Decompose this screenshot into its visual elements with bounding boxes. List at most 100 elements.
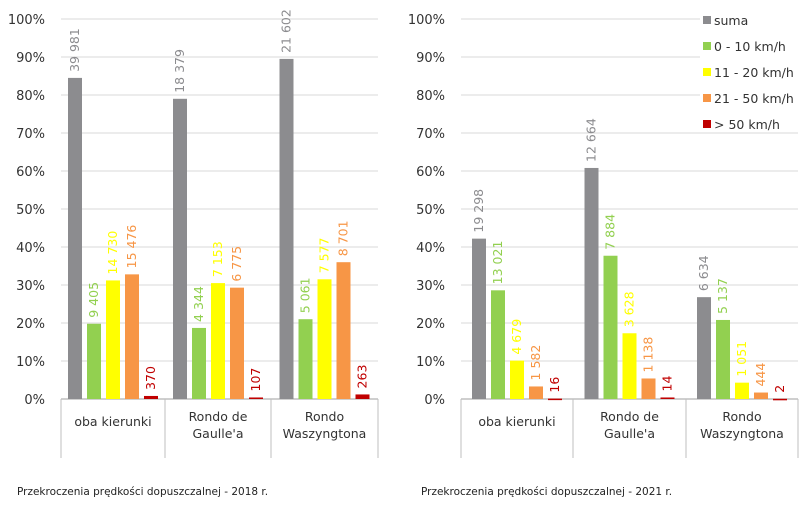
data-label: 8 701	[336, 220, 351, 256]
category-label: oba kierunki	[478, 414, 555, 429]
bar-suma	[472, 238, 486, 399]
y-tick-label: 0%	[24, 393, 45, 408]
y-tick-label: 20%	[416, 317, 445, 332]
legend-label: 21 - 50 km/h	[714, 91, 794, 106]
y-tick-label: 100%	[408, 13, 445, 28]
bar-21-50	[336, 262, 351, 399]
bar-50+	[773, 398, 787, 401]
bar-suma	[697, 297, 711, 399]
data-label: 107	[248, 368, 263, 392]
bar-0-10	[491, 290, 505, 399]
caption-2021: Przekroczenia prędkości dopuszczalnej - …	[421, 486, 673, 498]
data-label: 21 602	[279, 9, 294, 53]
bar-11-20	[510, 360, 524, 399]
y-tick-label: 10%	[16, 355, 45, 370]
data-label: 7 884	[603, 214, 618, 250]
data-label: 12 664	[584, 118, 599, 162]
legend-label: 11 - 20 km/h	[714, 65, 794, 80]
bar-suma	[279, 58, 294, 400]
legend-swatch-50+	[703, 120, 711, 128]
y-tick-label: 70%	[16, 127, 45, 142]
bar-suma	[68, 77, 82, 400]
category-label: Waszyngtona	[700, 426, 784, 441]
category-label: Rondo	[305, 409, 344, 424]
bar-21-50	[754, 392, 768, 399]
data-label: 18 379	[172, 49, 187, 93]
caption-2018: Przekroczenia prędkości dopuszczalnej - …	[17, 486, 269, 498]
data-label: 5 061	[298, 277, 313, 313]
data-label: 6 775	[229, 246, 244, 282]
bar-suma	[173, 98, 187, 400]
bar-0-10	[603, 255, 618, 399]
y-tick-label: 30%	[416, 279, 445, 294]
y-tick-label: 70%	[416, 127, 445, 142]
legend-swatch-suma	[703, 16, 711, 24]
bar-50+	[355, 394, 370, 399]
y-tick-label: 10%	[416, 355, 445, 370]
legend-label: suma	[714, 13, 748, 28]
bar-50+	[548, 398, 562, 401]
category-label: Gaulle'a	[192, 426, 243, 441]
category-label: oba kierunki	[74, 414, 151, 429]
y-tick-label: 60%	[416, 165, 445, 180]
bar-suma	[584, 167, 599, 399]
data-label: 16	[547, 377, 562, 393]
bar-11-20	[317, 279, 332, 399]
y-tick-label: 90%	[16, 51, 45, 66]
legend-swatch-21-50	[703, 94, 711, 102]
data-label: 14	[660, 376, 675, 392]
data-label: 19 298	[471, 189, 486, 233]
legend-label: 0 - 10 km/h	[714, 39, 786, 54]
y-tick-label: 20%	[16, 317, 45, 332]
y-tick-label: 60%	[16, 165, 45, 180]
legend-swatch-0-10	[703, 42, 711, 50]
bar-0-10	[716, 319, 730, 399]
y-tick-label: 90%	[416, 51, 445, 66]
y-tick-label: 50%	[16, 203, 45, 218]
bar-11-20	[622, 333, 637, 399]
data-label: 370	[143, 366, 158, 390]
category-label: Rondo de	[189, 409, 248, 424]
bar-21-50	[641, 378, 656, 399]
data-label: 3 628	[622, 291, 637, 327]
legend-label: > 50 km/h	[714, 117, 780, 132]
data-label: 7 153	[210, 241, 225, 277]
data-label: 4 344	[191, 286, 206, 322]
data-label: 15 476	[124, 225, 139, 269]
data-label: 4 679	[509, 319, 524, 355]
data-label: 444	[753, 363, 768, 387]
bar-11-20	[735, 382, 749, 399]
bar-50+	[144, 395, 158, 399]
bar-0-10	[192, 327, 206, 399]
bar-50+	[660, 397, 675, 399]
bar-50+	[249, 397, 263, 399]
category-label: Rondo de	[600, 409, 659, 424]
y-tick-label: 40%	[16, 241, 45, 256]
data-label: 14 730	[105, 231, 120, 275]
data-label: 6 634	[696, 255, 711, 291]
bar-11-20	[211, 283, 225, 399]
y-tick-label: 50%	[416, 203, 445, 218]
data-label: 1 138	[641, 337, 656, 373]
data-label: 39 981	[67, 28, 82, 72]
bar-0-10	[298, 319, 313, 399]
category-label: Gaulle'a	[604, 426, 655, 441]
y-tick-label: 0%	[424, 393, 445, 408]
data-label: 13 021	[490, 241, 505, 285]
y-tick-label: 30%	[16, 279, 45, 294]
y-tick-label: 40%	[416, 241, 445, 256]
y-tick-label: 80%	[16, 89, 45, 104]
bar-11-20	[106, 280, 120, 399]
bar-21-50	[125, 274, 139, 399]
data-label: 9 405	[86, 282, 101, 318]
bar-21-50	[529, 386, 543, 399]
bar-0-10	[87, 323, 101, 399]
category-label: Rondo	[722, 409, 761, 424]
data-label: 263	[355, 365, 370, 389]
data-label: 7 577	[317, 238, 332, 274]
category-label: Waszyngtona	[283, 426, 367, 441]
y-tick-label: 100%	[8, 13, 45, 28]
y-tick-label: 80%	[416, 89, 445, 104]
data-label: 1 582	[528, 345, 543, 381]
